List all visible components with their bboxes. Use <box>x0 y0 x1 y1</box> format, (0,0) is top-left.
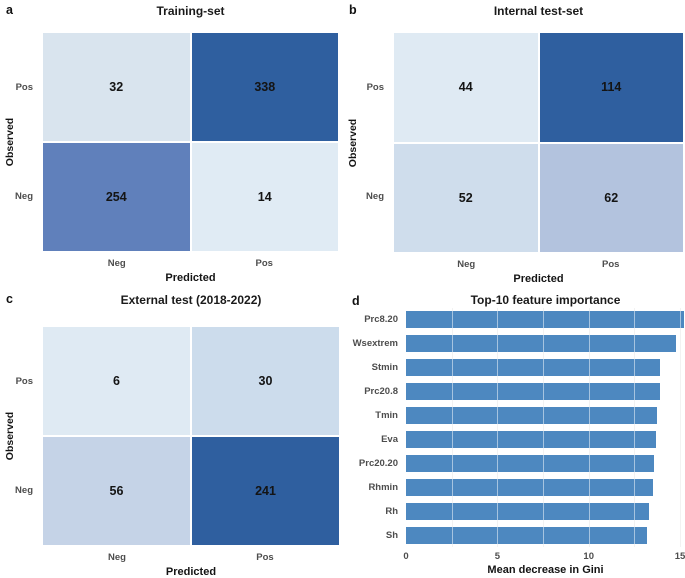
panel-c-y-axis-title: Observed <box>4 411 16 461</box>
panel-d-x-axis-title: Mean decrease in Gini <box>487 564 604 576</box>
feature-label: Stmin <box>371 362 398 374</box>
panel-c-cell-pos-pos: 30 <box>192 327 339 435</box>
bar-row <box>406 356 685 380</box>
bar-row <box>406 451 685 475</box>
bar-tmin <box>406 407 658 425</box>
panel-a-xticks: Neg Pos <box>43 258 338 269</box>
bar-row <box>406 308 685 332</box>
gridline-overlay <box>543 308 545 547</box>
panel-b: b Internal test-set Observed Pos Neg 44 … <box>343 0 685 289</box>
panel-b-confusion-grid: 44 114 52 62 <box>394 33 683 252</box>
gridline-overlay <box>497 308 499 547</box>
panel-b-cell-pos-neg: 44 <box>394 33 538 142</box>
panel-c-cell-pos-neg: 6 <box>43 327 190 435</box>
panel-d: d Top-10 feature importance Prc8.20 Wsext… <box>343 289 685 578</box>
bar-row <box>406 332 685 356</box>
panel-d-label: d <box>352 294 360 308</box>
panel-c-label: c <box>6 292 13 306</box>
panel-d-category-labels: Prc8.20 Wsextrem Stmin Prc20.8 Tmin Eva Prc20.… <box>343 308 398 547</box>
bar-rh <box>406 502 649 520</box>
panel-a-cell-pos-neg: 32 <box>43 33 190 141</box>
bar-row <box>406 499 685 523</box>
feature-label: Rhmin <box>368 481 398 493</box>
bar-row <box>406 428 685 452</box>
feature-label: Prc20.20 <box>358 457 398 469</box>
feature-label: Tmin <box>375 410 398 422</box>
panel-c-xtick-pos: Pos <box>256 552 274 563</box>
bar-row <box>406 380 685 404</box>
bar-wsextrem <box>406 335 677 353</box>
bar-row <box>406 404 685 428</box>
bar-prc20-20 <box>406 454 655 472</box>
panel-b-cell-pos-pos: 114 <box>539 33 683 142</box>
panel-b-x-axis-title: Predicted <box>513 273 564 285</box>
bar-row <box>406 475 685 499</box>
gridline-overlay <box>634 308 636 547</box>
x-tick-label: 15 <box>674 551 685 562</box>
bar-eva <box>406 430 657 448</box>
panel-a-ytick-neg: Neg <box>15 190 33 202</box>
bar-prc8-20 <box>406 311 684 329</box>
panel-c-xtick-neg: Neg <box>108 552 126 563</box>
panel-a-xtick-pos: Pos <box>255 258 273 269</box>
panel-a-cell-neg-neg: 254 <box>43 143 190 251</box>
panel-a-cell-neg-pos: 14 <box>191 143 338 251</box>
panel-c-title: External test (2018-2022) <box>120 293 262 307</box>
panel-c-cell-neg-pos: 241 <box>192 437 339 545</box>
x-tick-label: 10 <box>583 551 594 562</box>
panel-a-cell-pos-pos: 338 <box>191 33 338 141</box>
panel-c-x-axis-title: Predicted <box>165 566 217 578</box>
feature-label: Eva <box>381 433 398 445</box>
panel-b-ytick-neg: Neg <box>366 191 384 203</box>
panel-a-y-axis-title: Observed <box>4 117 16 167</box>
panel-c: c External test (2018-2022) Observed Pos… <box>0 289 342 578</box>
panel-b-xtick-pos: Pos <box>602 259 620 270</box>
panel-a: a Training-set Observed Pos Neg 32 338 2… <box>0 0 342 289</box>
panel-a-title: Training-set <box>156 4 225 18</box>
feature-label: Prc8.20 <box>364 314 398 326</box>
gridline-overlay <box>451 308 453 547</box>
bar-rows <box>406 308 685 547</box>
panel-a-ytick-pos: Pos <box>15 81 33 93</box>
panel-d-xticks: 0 5 10 15 <box>403 551 685 563</box>
panel-a-x-axis-title: Predicted <box>165 272 216 284</box>
bar-prc20-8 <box>406 383 660 401</box>
panel-b-title: Internal test-set <box>493 4 584 18</box>
panel-c-ytick-neg: Neg <box>15 484 33 496</box>
bar-row <box>406 523 685 547</box>
x-tick-label: 5 <box>494 551 500 562</box>
panel-c-confusion-grid: 6 30 56 241 <box>43 327 339 545</box>
panel-b-cell-neg-neg: 52 <box>394 143 538 252</box>
panel-b-xtick-neg: Neg <box>457 259 476 270</box>
bar-rhmin <box>406 478 653 496</box>
panel-b-label: b <box>349 3 357 17</box>
panel-b-xticks: Neg Pos <box>394 259 683 270</box>
panel-d-title: Top-10 feature importance <box>470 293 621 307</box>
feature-label: Rh <box>385 505 398 517</box>
feature-label: Sh <box>385 529 398 541</box>
panel-b-cell-neg-pos: 62 <box>539 143 683 252</box>
panel-d-plot <box>406 308 685 547</box>
panel-c-xticks: Neg Pos <box>43 552 339 563</box>
panel-c-cell-neg-neg: 56 <box>43 437 190 545</box>
bar-sh <box>406 526 648 544</box>
feature-label: Wsextrem <box>352 338 398 350</box>
panel-a-confusion-grid: 32 338 254 14 <box>43 33 338 251</box>
panel-b-ytick-pos: Pos <box>366 81 384 93</box>
panel-c-ytick-pos: Pos <box>15 375 33 387</box>
feature-label: Prc20.8 <box>364 386 398 398</box>
panel-a-label: a <box>6 3 13 17</box>
gridline-overlay <box>680 308 682 547</box>
panel-a-xtick-neg: Neg <box>107 258 126 269</box>
bar-stmin <box>406 359 660 377</box>
gridline-overlay <box>588 308 590 547</box>
x-tick-label: 0 <box>403 551 409 562</box>
panel-b-y-axis-title: Observed <box>347 118 359 167</box>
